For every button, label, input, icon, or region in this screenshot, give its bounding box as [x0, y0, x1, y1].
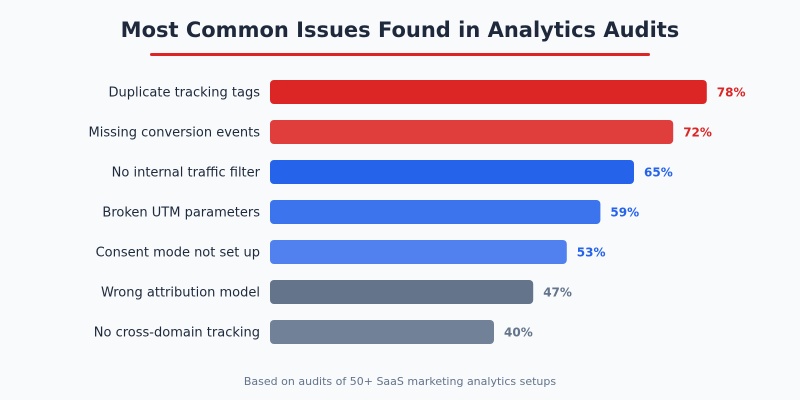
bar — [270, 120, 674, 144]
category-label: Wrong attribution model — [101, 286, 260, 301]
value-label: 65% — [644, 166, 673, 180]
category-label: No internal traffic filter — [112, 166, 261, 181]
bar — [270, 240, 567, 264]
category-label: Broken UTM parameters — [102, 206, 260, 221]
value-label: 53% — [577, 246, 606, 260]
category-label: Consent mode not set up — [96, 246, 260, 261]
title-underline — [150, 53, 650, 56]
value-label: 72% — [683, 126, 712, 140]
bar — [270, 80, 707, 104]
category-label: Duplicate tracking tags — [109, 86, 261, 101]
value-label: 40% — [504, 326, 533, 340]
category-label: Missing conversion events — [89, 126, 261, 141]
bar — [270, 320, 494, 344]
bar — [270, 280, 534, 304]
value-label: 47% — [543, 286, 572, 300]
chart-title: Most Common Issues Found in Analytics Au… — [120, 18, 680, 42]
value-label: 78% — [717, 86, 746, 100]
category-label: No cross-domain tracking — [94, 326, 260, 341]
value-label: 59% — [610, 206, 639, 220]
footnote: Based on audits of 50+ SaaS marketing an… — [243, 375, 557, 388]
bar — [270, 200, 601, 224]
bar — [270, 160, 634, 184]
